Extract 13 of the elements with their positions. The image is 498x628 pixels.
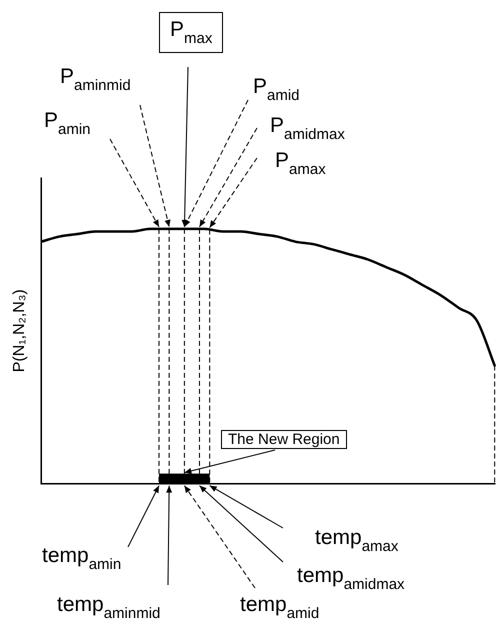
text: P$_{amin}$	[44, 109, 91, 138]
text: P$_{max}$	[159, 12, 224, 53]
text: P$_{amid}$	[253, 75, 300, 104]
text: P$_{aminmid}$	[60, 65, 131, 94]
text: temp$_{amidmax}$	[297, 564, 405, 593]
text: P$_{amidmax}$	[270, 114, 345, 143]
y-axis-title: P(N₁,N₂,N₃)	[11, 289, 28, 372]
annotation: The New Region	[221, 430, 347, 449]
text: P$_{amax}$	[275, 149, 326, 178]
text: temp$_{amin}$	[42, 544, 122, 573]
text: temp$_{amax}$	[315, 526, 398, 555]
text: temp$_{amid}$	[240, 593, 320, 622]
text: temp$_{aminmid}$	[57, 593, 160, 622]
